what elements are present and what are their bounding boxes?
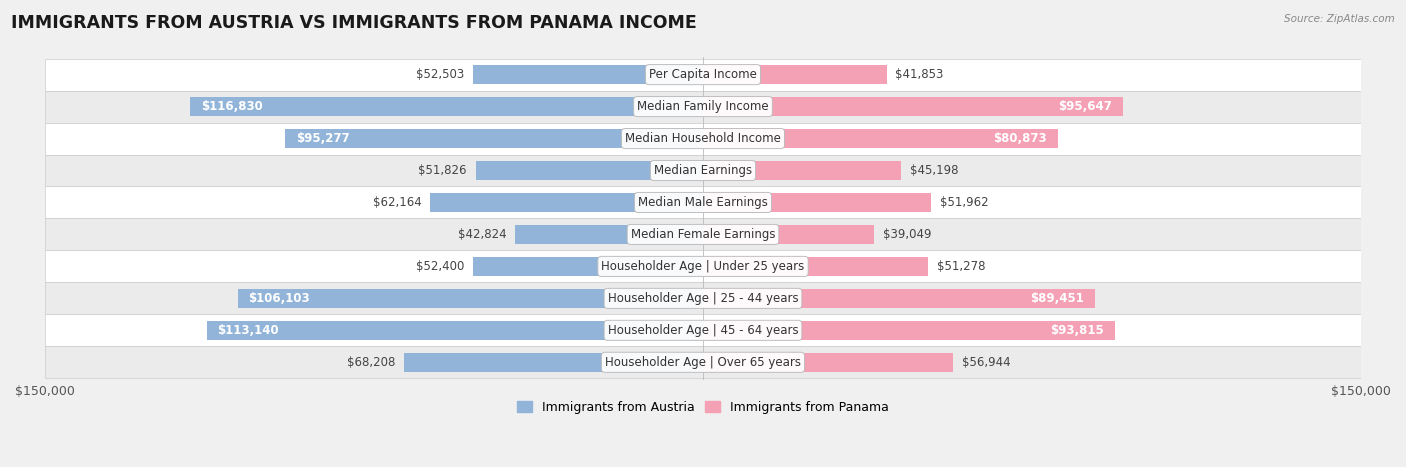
Bar [703, 225, 875, 244]
Text: Householder Age | Under 25 years: Householder Age | Under 25 years [602, 260, 804, 273]
Bar [285, 129, 703, 148]
FancyBboxPatch shape [45, 219, 1361, 250]
FancyBboxPatch shape [45, 347, 1361, 378]
Text: $68,208: $68,208 [347, 356, 395, 369]
Text: $95,647: $95,647 [1057, 100, 1112, 113]
Text: $45,198: $45,198 [910, 164, 959, 177]
FancyBboxPatch shape [45, 122, 1361, 155]
Bar [703, 161, 901, 180]
Text: Median Family Income: Median Family Income [637, 100, 769, 113]
Bar [207, 321, 703, 340]
Bar [472, 257, 703, 276]
Text: $80,873: $80,873 [993, 132, 1047, 145]
Text: $62,164: $62,164 [373, 196, 422, 209]
Bar [472, 65, 703, 84]
Text: Median Female Earnings: Median Female Earnings [631, 228, 775, 241]
Text: $42,824: $42,824 [458, 228, 506, 241]
Text: $89,451: $89,451 [1031, 292, 1084, 305]
FancyBboxPatch shape [45, 314, 1361, 347]
Bar [703, 353, 953, 372]
Bar [515, 225, 703, 244]
FancyBboxPatch shape [45, 155, 1361, 186]
Text: $39,049: $39,049 [883, 228, 932, 241]
Bar [404, 353, 703, 372]
FancyBboxPatch shape [45, 283, 1361, 314]
Bar [190, 97, 703, 116]
Text: $113,140: $113,140 [218, 324, 280, 337]
Text: $116,830: $116,830 [201, 100, 263, 113]
Bar [703, 289, 1095, 308]
FancyBboxPatch shape [45, 59, 1361, 91]
Bar [703, 321, 1115, 340]
Bar [703, 193, 931, 212]
Text: $41,853: $41,853 [896, 68, 943, 81]
Bar [703, 65, 887, 84]
Text: $95,277: $95,277 [297, 132, 350, 145]
Text: IMMIGRANTS FROM AUSTRIA VS IMMIGRANTS FROM PANAMA INCOME: IMMIGRANTS FROM AUSTRIA VS IMMIGRANTS FR… [11, 14, 697, 32]
Bar [703, 257, 928, 276]
FancyBboxPatch shape [45, 91, 1361, 122]
Bar [430, 193, 703, 212]
Bar [703, 129, 1057, 148]
FancyBboxPatch shape [45, 250, 1361, 283]
Text: Source: ZipAtlas.com: Source: ZipAtlas.com [1284, 14, 1395, 24]
Bar [703, 97, 1122, 116]
Text: Median Household Income: Median Household Income [626, 132, 780, 145]
Text: Householder Age | 45 - 64 years: Householder Age | 45 - 64 years [607, 324, 799, 337]
Text: $51,962: $51,962 [939, 196, 988, 209]
Text: $106,103: $106,103 [249, 292, 311, 305]
Text: $93,815: $93,815 [1050, 324, 1104, 337]
Text: $52,503: $52,503 [416, 68, 464, 81]
Text: Median Earnings: Median Earnings [654, 164, 752, 177]
Text: Householder Age | Over 65 years: Householder Age | Over 65 years [605, 356, 801, 369]
Bar [475, 161, 703, 180]
Text: Householder Age | 25 - 44 years: Householder Age | 25 - 44 years [607, 292, 799, 305]
Text: Median Male Earnings: Median Male Earnings [638, 196, 768, 209]
Text: $51,278: $51,278 [936, 260, 986, 273]
Text: $52,400: $52,400 [416, 260, 464, 273]
Bar [238, 289, 703, 308]
Text: $56,944: $56,944 [962, 356, 1011, 369]
FancyBboxPatch shape [45, 186, 1361, 219]
Text: $51,826: $51,826 [419, 164, 467, 177]
Text: Per Capita Income: Per Capita Income [650, 68, 756, 81]
Legend: Immigrants from Austria, Immigrants from Panama: Immigrants from Austria, Immigrants from… [512, 396, 894, 419]
